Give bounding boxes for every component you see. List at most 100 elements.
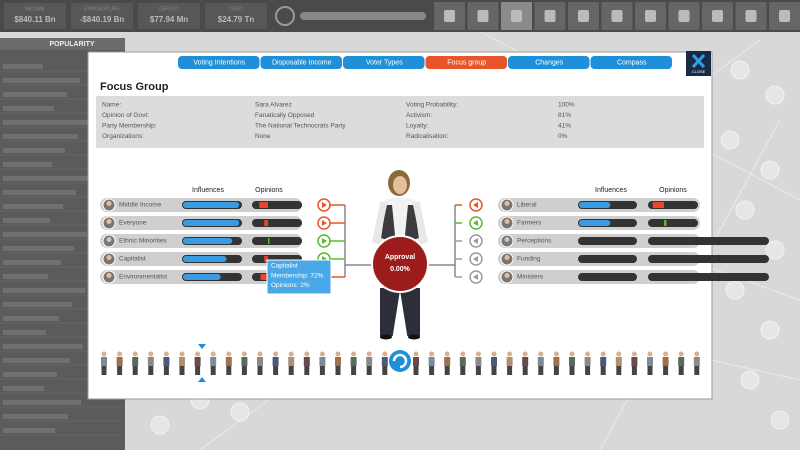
menu-icon: [611, 10, 623, 22]
crowd-head[interactable]: [179, 351, 185, 357]
crowd-legs: [210, 366, 216, 375]
crowd-head[interactable]: [600, 351, 606, 357]
influence-track: [578, 237, 637, 245]
close-button[interactable]: [686, 51, 711, 76]
crowd-head[interactable]: [460, 351, 466, 357]
tab[interactable]: [590, 56, 673, 69]
stat-label: DEBT: [229, 6, 242, 12]
crowd-head[interactable]: [273, 351, 279, 357]
crowd-legs: [163, 366, 169, 375]
crowd-head[interactable]: [553, 351, 559, 357]
crowd-head[interactable]: [429, 351, 435, 357]
crowd-head[interactable]: [616, 351, 622, 357]
crowd-legs: [257, 366, 263, 375]
sidebar-row: [3, 78, 80, 83]
crowd-head[interactable]: [678, 351, 684, 357]
tab[interactable]: [343, 56, 425, 69]
tab-label: Changes: [535, 59, 564, 66]
sidebar-row: [3, 372, 57, 377]
menu-icon: [712, 10, 723, 22]
crowd-head[interactable]: [569, 351, 575, 357]
group-label: Ethnic Minorities: [119, 238, 167, 245]
group-label: Capitalist: [119, 256, 146, 263]
refresh-button[interactable]: [389, 350, 411, 372]
crowd-body: [522, 357, 529, 366]
crowd-head[interactable]: [288, 351, 294, 357]
clock-button[interactable]: [275, 6, 295, 26]
crowd-head[interactable]: [366, 351, 372, 357]
group-label: Environmentalist: [119, 274, 167, 281]
crowd-head[interactable]: [694, 351, 700, 357]
crowd-head[interactable]: [304, 351, 310, 357]
crowd-head[interactable]: [475, 351, 481, 357]
arrow-icon: [322, 220, 327, 226]
crowd-legs: [179, 366, 185, 375]
crowd-body: [366, 357, 373, 366]
crowd-head[interactable]: [257, 351, 263, 357]
crowd-legs: [522, 366, 528, 375]
crowd-body: [194, 357, 201, 366]
crowd-head[interactable]: [382, 351, 388, 357]
stat-label: INCOME: [25, 6, 46, 12]
crowd-head[interactable]: [631, 351, 637, 357]
bg-icon: [720, 130, 740, 150]
crowd-body: [506, 357, 513, 366]
crowd-head[interactable]: [507, 351, 513, 357]
crowd-head[interactable]: [195, 351, 201, 357]
close-label: CLOSE: [692, 69, 706, 74]
sidebar-row: [3, 176, 89, 181]
opinion-bar: [268, 238, 270, 244]
crowd-body: [459, 357, 466, 366]
sidebar-row: [3, 358, 70, 363]
influence-bar: [579, 202, 611, 208]
crowd-head[interactable]: [132, 351, 138, 357]
arrow-icon: [473, 202, 478, 208]
group-icon-head: [504, 201, 510, 206]
crowd-head[interactable]: [335, 351, 341, 357]
crowd-head[interactable]: [117, 351, 123, 357]
stat-box: [71, 3, 133, 29]
crowd-head[interactable]: [413, 351, 419, 357]
crowd-head[interactable]: [226, 351, 232, 357]
tab[interactable]: [425, 56, 508, 69]
crowd-head[interactable]: [491, 351, 497, 357]
crowd-head[interactable]: [538, 351, 544, 357]
legs: [380, 288, 420, 336]
crowd-legs: [616, 366, 622, 375]
crowd-body: [428, 357, 435, 366]
crowd-body: [272, 357, 279, 366]
crowd-body: [303, 357, 310, 366]
crowd-legs: [678, 366, 684, 375]
crowd-head[interactable]: [522, 351, 528, 357]
column-header: Influences: [595, 187, 627, 194]
opinion-track: [648, 273, 769, 281]
crowd-head[interactable]: [319, 351, 325, 357]
sidebar-row: [3, 386, 44, 391]
crowd-head[interactable]: [663, 351, 669, 357]
group-icon-head: [106, 219, 112, 224]
tab[interactable]: [178, 56, 260, 69]
crowd-head[interactable]: [585, 351, 591, 357]
speed-slider[interactable]: [300, 12, 426, 20]
opinion-bar: [664, 220, 667, 226]
crowd-head[interactable]: [163, 351, 169, 357]
crowd-body: [631, 357, 638, 366]
detail-label: Name:: [102, 102, 121, 109]
approval-value: 0.00%: [390, 266, 411, 273]
crowd-head[interactable]: [241, 351, 247, 357]
crowd-head[interactable]: [148, 351, 154, 357]
crowd-head[interactable]: [101, 351, 107, 357]
opinion-track: [648, 237, 769, 245]
arrow-icon: [473, 238, 478, 244]
tab[interactable]: [260, 56, 343, 69]
crowd-head[interactable]: [210, 351, 216, 357]
crowd-head[interactable]: [351, 351, 357, 357]
group-label: Middle Income: [119, 202, 162, 209]
crowd-head[interactable]: [647, 351, 653, 357]
sidebar-row: [3, 344, 83, 349]
sidebar-row: [3, 64, 43, 69]
crowd-head[interactable]: [444, 351, 450, 357]
crowd-body: [381, 357, 388, 366]
tab[interactable]: [508, 56, 590, 69]
